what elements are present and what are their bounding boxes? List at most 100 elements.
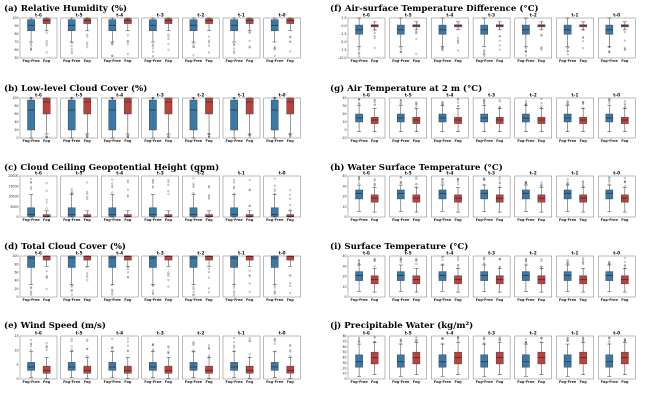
outlier-marker (540, 259, 543, 262)
outlier-marker (608, 102, 611, 105)
outlier-marker (608, 260, 611, 263)
outlier-marker (524, 50, 527, 52)
subplot-frame (100, 255, 139, 298)
outlier-marker (498, 181, 501, 184)
outlier-marker (248, 290, 251, 293)
box-fog (286, 189, 295, 218)
outlier-marker (45, 39, 48, 42)
x-label-fog-free: Fog-Free (144, 380, 162, 384)
outlier-marker (498, 100, 501, 103)
subplot-frame (431, 97, 469, 139)
subplot-t-1: t-1 Fog-Free Fog (222, 251, 261, 302)
subplot-frame (222, 175, 261, 218)
outlier-marker (208, 194, 210, 197)
iqr-box (149, 362, 157, 371)
box-fog (621, 337, 629, 375)
outlier-marker (233, 285, 236, 288)
iqr-box (230, 207, 238, 217)
outlier-marker (415, 183, 418, 186)
box-fog (537, 258, 546, 293)
subplot-t-2: t-2 Fog-Free Fog (514, 93, 552, 143)
outlier-marker (457, 178, 459, 181)
outlier-marker (233, 349, 236, 352)
outlier-marker (373, 183, 376, 185)
outlier-marker (289, 40, 292, 43)
outlier-marker (483, 341, 486, 344)
outlier-marker (441, 337, 444, 340)
x-label-fog: Fog (580, 380, 588, 384)
iqr-box (205, 255, 213, 261)
outlier-marker (289, 204, 292, 207)
outlier-marker (457, 264, 459, 267)
box-fog-free (355, 258, 363, 292)
x-label-fog: Fog (165, 218, 173, 222)
time-label: t-2 (530, 251, 537, 257)
outlier-marker (373, 35, 376, 38)
x-label-fog: Fog (621, 380, 629, 384)
outlier-marker (582, 36, 585, 38)
x-label-fog-free: Fog-Free (350, 59, 368, 63)
x-label-fog: Fog (371, 380, 379, 384)
outlier-marker (192, 343, 195, 346)
panel-title: (h) Water Surface Temperature (°C) (330, 162, 503, 173)
outlier-marker (30, 286, 33, 289)
x-label-fog-free: Fog-Free (266, 380, 284, 384)
subplot-frame (389, 175, 427, 218)
y-tick-label: 10 (342, 285, 346, 289)
outlier-marker (248, 188, 251, 191)
subplot-t-6: t-6 Fog-Free Fog (19, 93, 58, 143)
box-fog (621, 177, 629, 213)
iqr-box (108, 362, 117, 371)
box-fog-free (605, 336, 614, 377)
outlier-marker (441, 263, 444, 266)
subplot-frame (472, 335, 511, 380)
subplot-frame (431, 175, 469, 218)
time-label: t-4 (116, 251, 123, 257)
outlier-marker (151, 180, 154, 183)
outlier-marker (483, 262, 486, 265)
box-fog (164, 97, 173, 139)
x-label-fog-free: Fog-Free (63, 59, 81, 63)
outlier-marker (582, 180, 585, 183)
iqr-box (605, 189, 614, 200)
x-label-fog-free: Fog-Free (104, 139, 122, 143)
box-fog (42, 182, 51, 218)
box-fog-free (397, 99, 405, 132)
outlier-marker (30, 349, 33, 351)
box-fog (124, 337, 132, 379)
outlier-marker (192, 97, 195, 99)
box-fog-free (189, 17, 198, 57)
outlier-marker (86, 339, 89, 342)
box-fog-free (522, 17, 530, 57)
outlier-marker (289, 189, 292, 192)
outlier-marker (192, 290, 195, 293)
subplot-frame (100, 175, 139, 218)
outlier-marker (441, 103, 444, 106)
time-label: t-0 (613, 171, 620, 177)
outlier-marker (111, 43, 114, 46)
outlier-marker (233, 47, 236, 50)
outlier-marker (483, 256, 486, 259)
outlier-marker (111, 55, 114, 57)
x-label-fog: Fog (43, 380, 51, 384)
subplot-frame (263, 17, 301, 59)
outlier-marker (457, 178, 459, 181)
outlier-marker (498, 336, 501, 339)
subplot-t-6: t-6 Fog-Free Fog (347, 171, 386, 222)
subplot-frame (263, 255, 301, 298)
iqr-box (230, 99, 238, 131)
outlier-marker (208, 39, 210, 42)
y-tick-label: 40 (342, 254, 346, 258)
outlier-marker (126, 337, 129, 340)
outlier-marker (540, 102, 543, 105)
iqr-box (27, 99, 35, 131)
subplot-frame (472, 255, 511, 298)
x-label-fog-free: Fog-Free (434, 298, 452, 302)
iqr-box (27, 362, 35, 371)
outlier-marker (441, 182, 444, 185)
box-fog (42, 255, 51, 291)
iqr-box (189, 207, 198, 217)
box-fog (42, 17, 51, 54)
box-fog (537, 21, 546, 51)
subplot-frame (19, 175, 58, 218)
